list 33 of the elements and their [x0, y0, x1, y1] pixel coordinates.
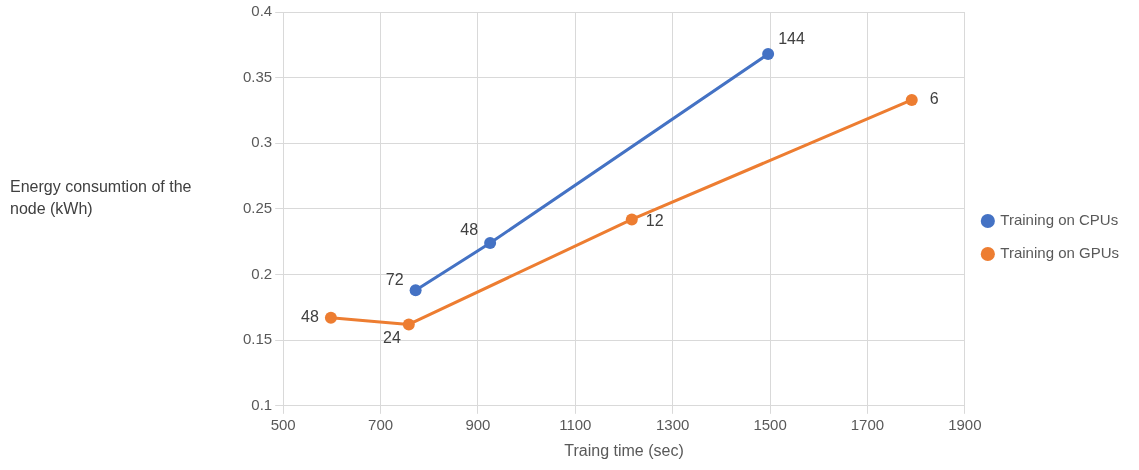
- point: [625, 213, 638, 226]
- annotation: 48: [460, 221, 479, 239]
- x-tick-label: 1100: [559, 415, 592, 433]
- y-tick-label: 0.25: [242, 199, 273, 217]
- x-tick-label: 1300: [656, 415, 690, 433]
- y-tick-label: 0.1: [251, 395, 273, 413]
- x-tick-label: 1700: [850, 415, 885, 433]
- legend-label: Training on GPUs: [1000, 244, 1120, 262]
- annotation: 72: [385, 270, 404, 288]
- x-tick-label: 700: [368, 415, 394, 433]
- annotation: 48: [301, 308, 320, 326]
- annotation: 6: [929, 90, 939, 108]
- x-tick-label: 1500: [753, 415, 787, 433]
- y-tick-label: 0.4: [251, 2, 273, 20]
- point: [484, 237, 497, 250]
- legend-label: Training on CPUs: [1000, 211, 1119, 229]
- point: [324, 311, 337, 324]
- point: [905, 93, 918, 106]
- annotation: 24: [383, 328, 401, 346]
- x-tick-label: 900: [465, 415, 491, 433]
- y-tick-label: 0.3: [251, 133, 273, 151]
- y-tick-label: 0.2: [251, 264, 273, 282]
- y-tick-label: 0.35: [242, 67, 273, 85]
- point: [402, 318, 415, 331]
- point: [409, 284, 422, 297]
- y-tick-label: 0.15: [242, 330, 273, 348]
- annotation: 144: [778, 30, 805, 48]
- annotation: 12: [645, 211, 664, 229]
- x-tick-label: 1900: [948, 415, 982, 433]
- x-tick-label: 500: [270, 415, 296, 433]
- point: [762, 48, 775, 61]
- x-axis-title: Traing time (sec): [564, 441, 684, 459]
- y-axis-title: Energy consumtion of the node (kWh): [10, 178, 192, 218]
